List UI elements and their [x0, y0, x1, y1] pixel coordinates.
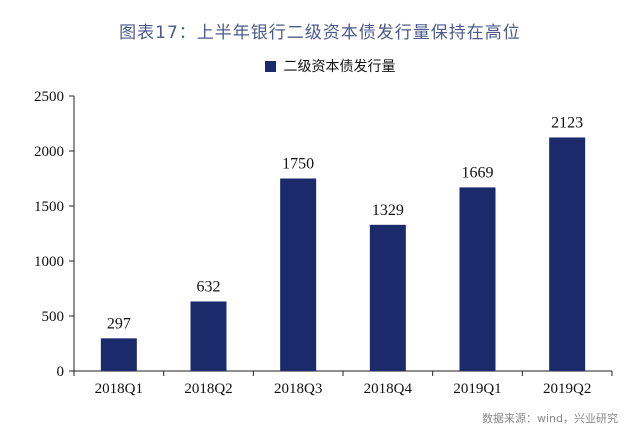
bar: [549, 137, 586, 371]
chart-legend: 二级资本债发行量: [0, 56, 640, 76]
data-label: 1669: [462, 164, 494, 181]
legend-label: 二级资本债发行量: [283, 59, 396, 75]
y-tick-label: 0: [57, 364, 65, 380]
x-tick-label: 2018Q3: [274, 381, 322, 397]
y-tick-label: 2500: [34, 89, 64, 105]
data-label: 2123: [551, 114, 583, 131]
y-tick-label: 1500: [34, 199, 64, 215]
data-label: 1750: [282, 156, 314, 173]
data-label: 297: [107, 315, 131, 332]
x-tick-label: 2019Q1: [453, 381, 501, 397]
bar: [369, 224, 406, 371]
y-tick-label: 1000: [34, 254, 64, 270]
bar: [280, 178, 317, 371]
bar: [459, 187, 496, 371]
chart-title: 图表17：上半年银行二级资本债发行量保持在高位: [119, 23, 521, 43]
bar: [190, 301, 227, 371]
y-tick-label: 500: [42, 309, 65, 325]
bar: [100, 338, 137, 371]
x-tick-label: 2018Q4: [364, 381, 413, 397]
x-tick-label: 2018Q1: [95, 381, 143, 397]
legend-swatch: [264, 60, 276, 72]
y-tick-label: 2000: [34, 144, 64, 160]
x-tick-label: 2018Q2: [184, 381, 232, 397]
source-note: 数据来源：wind，兴业研究: [481, 412, 618, 425]
data-label: 632: [197, 278, 221, 295]
x-tick-label: 2019Q2: [543, 381, 591, 397]
data-label: 1329: [372, 202, 404, 219]
